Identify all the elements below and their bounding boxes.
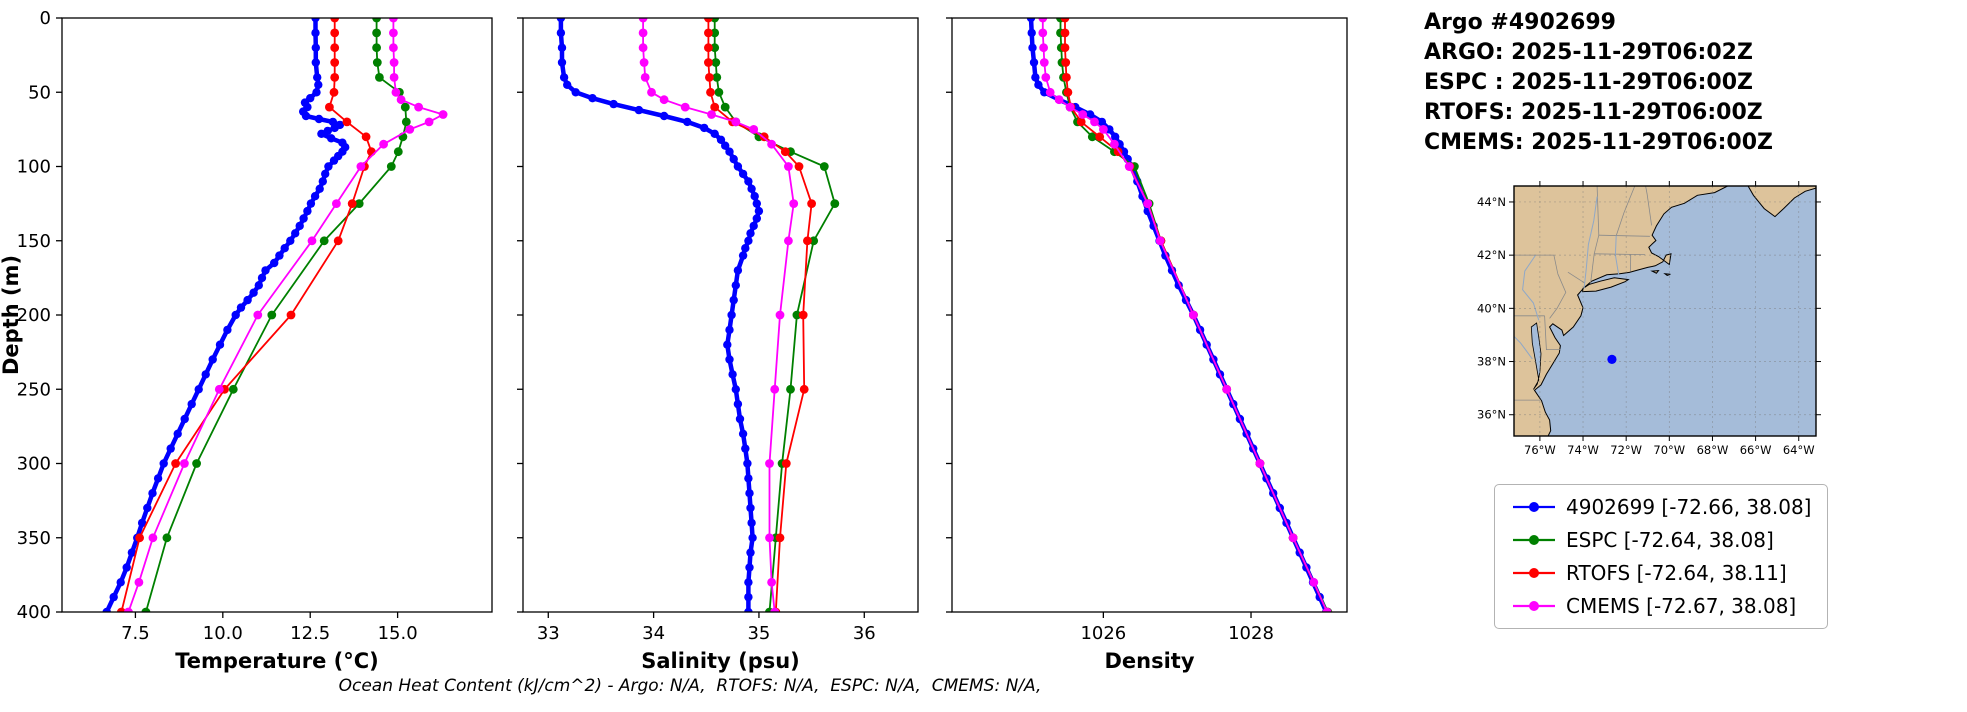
svg-text:38°N: 38°N: [1477, 355, 1506, 369]
salinity-series-cmems: [638, 18, 799, 612]
svg-text:1028: 1028: [1228, 623, 1274, 644]
legend-item-cmems: CMEMS [-72.67, 38.08]: [1511, 594, 1811, 618]
legend-label-cmems: CMEMS [-72.67, 38.08]: [1566, 594, 1797, 618]
svg-text:350: 350: [17, 528, 51, 549]
svg-text:50: 50: [28, 82, 51, 103]
ohc-caption: Ocean Heat Content (kJ/cm^2) - Argo: N/A…: [338, 676, 1042, 696]
salinity-plot-frame: [522, 17, 919, 613]
legend-label-argo: 4902699 [-72.66, 38.08]: [1566, 495, 1812, 519]
legend-item-rtofs: RTOFS [-72.64, 38.11]: [1511, 561, 1811, 585]
header-title: Argo #4902699: [1424, 10, 1616, 35]
legend-item-argo: 4902699 [-72.66, 38.08]: [1511, 495, 1811, 519]
svg-text:7.5: 7.5: [121, 623, 150, 644]
svg-text:36°N: 36°N: [1477, 408, 1506, 422]
salinity-xlabel: Salinity (psu): [641, 649, 800, 673]
legend-item-espc: ESPC [-72.64, 38.08]: [1511, 528, 1811, 552]
map-graticule: [1514, 186, 1816, 436]
svg-text:70°W: 70°W: [1653, 443, 1685, 457]
float-location-marker: [1607, 354, 1617, 365]
map-state-borders: [1514, 186, 1652, 401]
temperature-series-rtofs: [117, 18, 376, 612]
legend-label-rtofs: RTOFS [-72.64, 38.11]: [1566, 561, 1787, 585]
header-line-espc: ESPC : 2025-11-29T06:00Z: [1424, 70, 1753, 95]
svg-text:150: 150: [17, 231, 51, 252]
header-line-argo: ARGO: 2025-11-29T06:02Z: [1424, 40, 1753, 65]
svg-text:1026: 1026: [1080, 623, 1126, 644]
depth-axis-label: Depth (m): [0, 255, 23, 375]
header-line-cmems: CMEMS: 2025-11-29T06:00Z: [1424, 130, 1773, 155]
svg-text:0: 0: [40, 8, 51, 29]
svg-text:76°W: 76°W: [1524, 443, 1556, 457]
temperature-series-cmems: [124, 18, 448, 612]
map-axis-labels: 76°W 74°W 72°W 70°W 68°W 66°W 64°W 36°N 38°N 40°N…: [1477, 181, 1821, 457]
svg-text:36: 36: [853, 623, 876, 644]
svg-text:200: 200: [17, 305, 51, 326]
legend-marker-espc: [1513, 535, 1555, 545]
profile-plots: 7.5 10.0 12.5 15.0 0 50 100 150 200 250 300 350 400 T…: [0, 8, 1348, 673]
salinity-plot: 33 34 35 36 Salinity (psu): [517, 17, 919, 673]
header: Argo #4902699 ARGO: 2025-11-29T06:02Z ES…: [1424, 8, 1773, 158]
svg-text:12.5: 12.5: [290, 623, 330, 644]
svg-text:300: 300: [17, 454, 51, 475]
svg-text:10.0: 10.0: [203, 623, 243, 644]
svg-text:66°W: 66°W: [1740, 443, 1772, 457]
svg-text:64°W: 64°W: [1783, 443, 1815, 457]
svg-text:44°N: 44°N: [1477, 195, 1506, 209]
svg-text:68°W: 68°W: [1697, 443, 1729, 457]
map-frame: [1513, 185, 1817, 437]
svg-text:72°W: 72°W: [1610, 443, 1642, 457]
salinity-axes: 33 34 35 36 Salinity (psu): [517, 17, 876, 673]
svg-text:35: 35: [747, 623, 770, 644]
header-line-rtofs: RTOFS: 2025-11-29T06:00Z: [1424, 100, 1763, 125]
density-plot: 1026 1028 Density: [946, 17, 1348, 673]
svg-text:33: 33: [537, 623, 560, 644]
svg-text:400: 400: [17, 602, 51, 623]
salinity-series-argo: [556, 18, 764, 612]
density-axes: 1026 1028 Density: [946, 17, 1274, 673]
svg-text:15.0: 15.0: [378, 623, 418, 644]
location-map: 76°W 74°W 72°W 70°W 68°W 66°W 64°W 36°N 38°N 40°N…: [1448, 178, 1878, 477]
density-series-cmems: [1038, 18, 1332, 612]
svg-text:42°N: 42°N: [1477, 248, 1506, 262]
temperature-axes: 7.5 10.0 12.5 15.0 0 50 100 150 200 250 300 350 400 T…: [0, 8, 418, 673]
svg-text:34: 34: [642, 623, 665, 644]
legend-label-espc: ESPC [-72.64, 38.08]: [1566, 528, 1774, 552]
map-land: [1514, 186, 1816, 436]
legend: 4902699 [-72.66, 38.08] ESPC [-72.64, 38.…: [1494, 484, 1829, 629]
legend-marker-cmems: [1513, 601, 1555, 611]
legend-marker-rtofs: [1513, 568, 1555, 578]
svg-text:40°N: 40°N: [1477, 301, 1506, 315]
location-map-svg: 76°W 74°W 72°W 70°W 68°W 66°W 64°W 36°N 38°N 40°N…: [1477, 181, 1821, 457]
temperature-plot-frame: [61, 17, 493, 613]
temperature-series-espc: [141, 18, 411, 612]
svg-text:74°W: 74°W: [1567, 443, 1599, 457]
legend-marker-argo: [1513, 502, 1555, 512]
temperature-xlabel: Temperature (°C): [175, 649, 378, 673]
svg-text:100: 100: [17, 157, 51, 178]
density-xlabel: Density: [1104, 649, 1194, 673]
temperature-series-argo: [102, 18, 350, 612]
salinity-series-rtofs: [704, 18, 816, 612]
svg-text:250: 250: [17, 379, 51, 400]
temperature-plot: 7.5 10.0 12.5 15.0 0 50 100 150 200 250 300 350 400 T…: [0, 8, 493, 673]
